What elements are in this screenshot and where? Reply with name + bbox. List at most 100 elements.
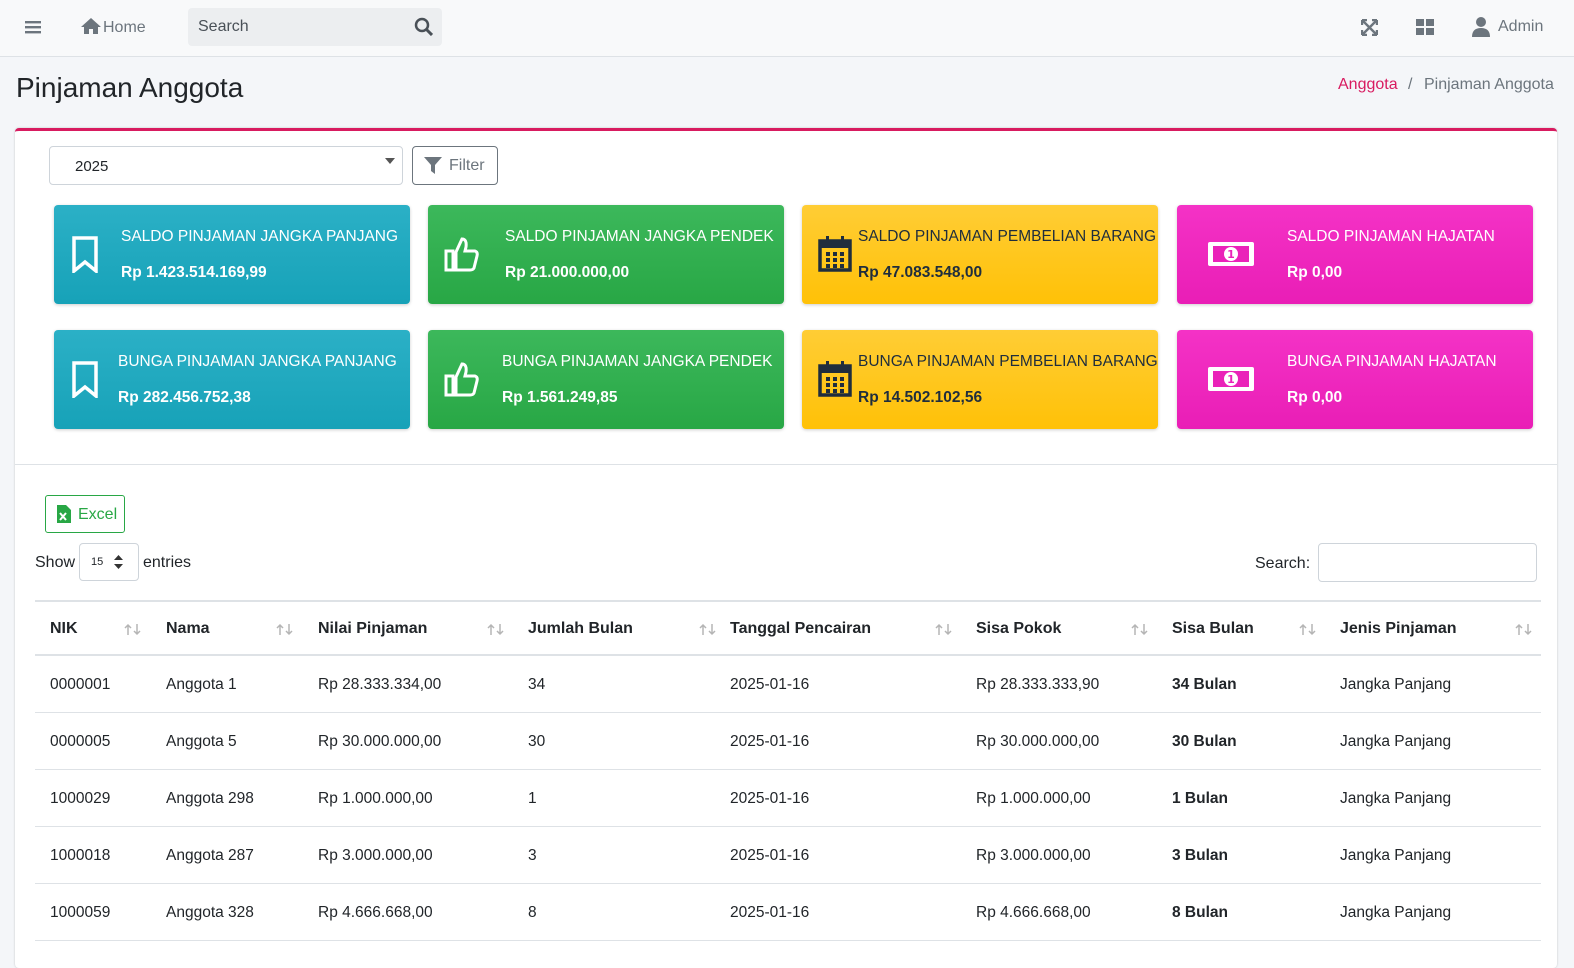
page-title: Pinjaman Anggota — [16, 72, 244, 103]
stat-icon — [444, 362, 479, 397]
table-cell: 1000059 — [50, 904, 111, 921]
sort-icon[interactable] — [1515, 623, 1533, 636]
table-search-input[interactable] — [1318, 543, 1537, 582]
breadcrumb-separator: / — [1408, 76, 1413, 93]
user-icon — [1472, 17, 1490, 37]
dropdown-arrow — [385, 158, 395, 164]
table-cell: Rp 3.000.000,00 — [976, 847, 1091, 864]
sort-icon[interactable] — [1299, 623, 1317, 636]
length-select[interactable]: 15 — [79, 543, 139, 581]
stat-label: SALDO PINJAMAN JANGKA PENDEK — [505, 228, 774, 245]
apps-button[interactable] — [1416, 19, 1435, 36]
table-cell: Jangka Panjang — [1340, 676, 1452, 693]
sort-icon[interactable] — [276, 623, 294, 636]
stat-label: BUNGA PINJAMAN PEMBELIAN BARANG — [858, 353, 1158, 370]
table-cell: Anggota 5 — [166, 733, 237, 750]
column-header[interactable]: Nilai Pinjaman — [318, 620, 428, 637]
stat-icon — [72, 236, 98, 273]
stat-value: Rp 0,00 — [1287, 389, 1343, 406]
content-card: 2025 Filter SALDO PINJAMAN JANGKA PANJAN… — [15, 128, 1557, 968]
column-header[interactable]: Sisa Bulan — [1172, 620, 1254, 637]
table-cell: 2025-01-16 — [730, 733, 810, 750]
table-cell: Rp 30.000.000,00 — [318, 733, 442, 750]
table-cell: 34 Bulan — [1172, 676, 1237, 693]
table-cell: Rp 3.000.000,00 — [318, 847, 433, 864]
table-cell: Jangka Panjang — [1340, 733, 1452, 750]
breadcrumb-current: Pinjaman Anggota — [1424, 76, 1554, 93]
table-cell: Anggota 328 — [166, 904, 254, 921]
filter-button[interactable]: Filter — [412, 146, 498, 185]
table-cell: Rp 28.333.334,00 — [318, 676, 442, 693]
table-cell: 1000029 — [50, 790, 111, 807]
table-cell: 1000018 — [50, 847, 111, 864]
stat-value: Rp 1.561.249,85 — [502, 389, 618, 406]
fullscreen-button[interactable] — [1361, 19, 1378, 36]
home-icon — [81, 18, 101, 34]
stat-box: BUNGA PINJAMAN JANGKA PANJANG Rp 282.456.… — [54, 330, 410, 429]
table-row: 0000005 Anggota 5 Rp 30.000.000,00 30 2025-0… — [35, 713, 1541, 770]
table-cell: 30 Bulan — [1172, 733, 1237, 750]
menu-toggle[interactable] — [25, 19, 41, 35]
stat-label: BUNGA PINJAMAN JANGKA PANJANG — [118, 353, 397, 370]
stat-icon: 1 — [1208, 242, 1254, 266]
table-cell: 3 — [528, 847, 537, 864]
table-cell: Jangka Panjang — [1340, 847, 1452, 864]
breadcrumb-link[interactable]: Anggota — [1338, 76, 1398, 93]
column-header[interactable]: Jenis Pinjaman — [1340, 620, 1457, 637]
table-cell: 1 Bulan — [1172, 790, 1228, 807]
stat-label: SALDO PINJAMAN HAJATAN — [1287, 228, 1495, 245]
svg-text:1: 1 — [1227, 248, 1235, 261]
filter-label: Filter — [449, 157, 485, 174]
table-row: 1000029 Anggota 298 Rp 1.000.000,00 1 2025-0… — [35, 770, 1541, 827]
stat-box: BUNGA PINJAMAN PEMBELIAN BARANG Rp 14.502… — [802, 330, 1158, 429]
stat-value: Rp 47.083.548,00 — [858, 264, 983, 281]
divider — [15, 464, 1557, 465]
year-value: 2025 — [75, 158, 109, 175]
column-header[interactable]: NIK — [50, 620, 78, 637]
search-input[interactable]: Search — [188, 8, 442, 46]
table-cell: Rp 1.000.000,00 — [318, 790, 433, 807]
navbar: Home Search Admin — [0, 0, 1574, 57]
table-cell: 2025-01-16 — [730, 847, 810, 864]
table-cell: 30 — [528, 733, 546, 750]
sort-icon[interactable] — [1131, 623, 1149, 636]
sort-icon[interactable] — [124, 623, 142, 636]
table-row: 1000018 Anggota 287 Rp 3.000.000,00 3 2025-0… — [35, 827, 1541, 884]
stat-icon — [72, 361, 98, 398]
sort-icon[interactable] — [935, 623, 953, 636]
stat-box: SALDO PINJAMAN JANGKA PANJANG Rp 1.423.51… — [54, 205, 410, 304]
user-menu[interactable]: Admin — [1498, 18, 1544, 35]
excel-label: Excel — [78, 506, 118, 523]
column-header[interactable]: Sisa Pokok — [976, 620, 1062, 637]
table-cell: 0000001 — [50, 676, 111, 693]
stat-box: 1 BUNGA PINJAMAN HAJATAN Rp 0,00 — [1177, 330, 1533, 429]
table-cell: Anggota 287 — [166, 847, 254, 864]
table-cell: Rp 1.000.000,00 — [976, 790, 1091, 807]
table-cell: 1 — [528, 790, 537, 807]
stat-value: Rp 1.423.514.169,99 — [121, 264, 267, 281]
svg-text:1: 1 — [1227, 373, 1235, 386]
stat-box: SALDO PINJAMAN JANGKA PENDEK Rp 21.000.00… — [428, 205, 784, 304]
stat-label: BUNGA PINJAMAN JANGKA PENDEK — [502, 353, 773, 370]
sort-icon[interactable] — [487, 623, 505, 636]
table-cell: 2025-01-16 — [730, 676, 810, 693]
stat-icon — [818, 361, 852, 397]
year-select[interactable]: 2025 — [49, 146, 403, 185]
column-header[interactable]: Jumlah Bulan — [528, 620, 633, 637]
home-link[interactable]: Home — [103, 19, 146, 36]
table-row: 0000001 Anggota 1 Rp 28.333.334,00 34 2025-0… — [35, 656, 1541, 713]
table-cell: Anggota 298 — [166, 790, 254, 807]
stat-label: SALDO PINJAMAN PEMBELIAN BARANG — [858, 228, 1157, 245]
search-button[interactable] — [414, 17, 433, 36]
sort-icon[interactable] — [699, 623, 717, 636]
column-header[interactable]: Nama — [166, 620, 210, 637]
stat-label: BUNGA PINJAMAN HAJATAN — [1287, 353, 1497, 370]
excel-button[interactable]: Excel — [45, 495, 125, 533]
table-cell: 3 Bulan — [1172, 847, 1228, 864]
stat-box: 1 SALDO PINJAMAN HAJATAN Rp 0,00 — [1177, 205, 1533, 304]
column-header[interactable]: Tanggal Pencairan — [730, 620, 872, 637]
stat-box: BUNGA PINJAMAN JANGKA PENDEK Rp 1.561.249… — [428, 330, 784, 429]
table-cell: Rp 28.333.333,90 — [976, 676, 1100, 693]
stat-value: Rp 282.456.752,38 — [118, 389, 251, 406]
